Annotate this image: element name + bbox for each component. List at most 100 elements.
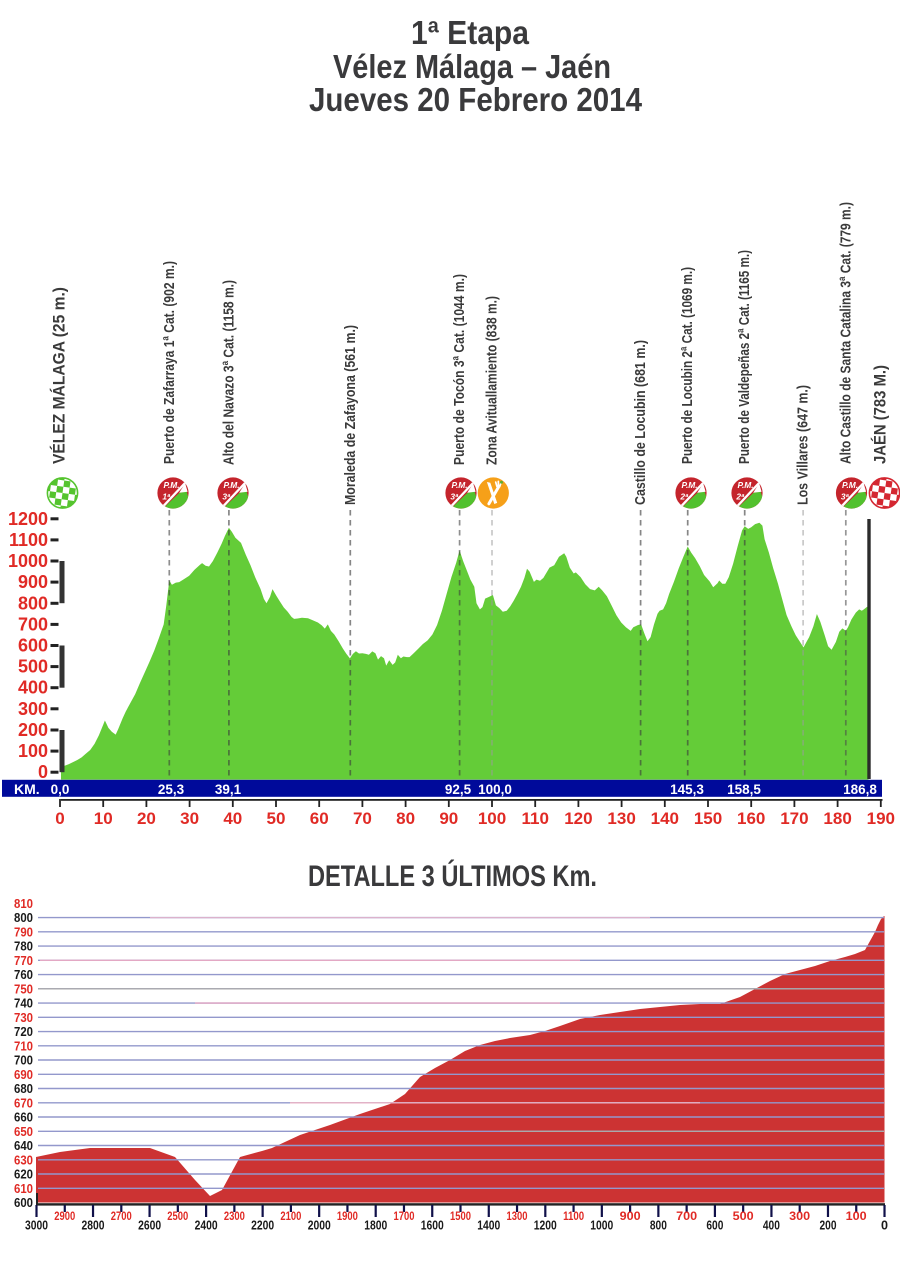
svg-text:740: 740: [14, 997, 33, 1011]
svg-text:100,0: 100,0: [478, 782, 512, 797]
svg-text:1600: 1600: [421, 1217, 444, 1232]
svg-text:2300: 2300: [224, 1211, 245, 1223]
svg-text:680: 680: [14, 1082, 33, 1096]
svg-text:39,1: 39,1: [215, 782, 242, 797]
svg-text:2800: 2800: [82, 1217, 105, 1232]
svg-text:300: 300: [18, 699, 48, 719]
svg-text:140: 140: [651, 809, 679, 828]
svg-text:200: 200: [18, 720, 48, 740]
svg-text:KM.: KM.: [14, 781, 40, 797]
svg-text:92,5: 92,5: [445, 782, 472, 797]
svg-text:P.M.: P.M.: [737, 480, 753, 490]
svg-text:Castillo de Locubin (681 m.): Castillo de Locubin (681 m.): [632, 340, 649, 505]
svg-text:90: 90: [439, 809, 458, 828]
svg-text:810: 810: [14, 897, 33, 911]
svg-text:600: 600: [706, 1217, 723, 1232]
svg-text:180: 180: [823, 809, 851, 828]
svg-text:VÉLEZ MÁLAGA (25 m.): VÉLEZ MÁLAGA (25 m.): [50, 287, 69, 464]
svg-text:110: 110: [521, 809, 548, 828]
svg-text:3000: 3000: [25, 1217, 48, 1232]
svg-text:30: 30: [180, 809, 199, 828]
svg-text:DETALLE 3 ÚLTIMOS Km.: DETALLE 3 ÚLTIMOS Km.: [308, 859, 597, 893]
svg-text:710: 710: [14, 1039, 33, 1053]
svg-text:Puerto de Zafarraya 1ª Cat. (9: Puerto de Zafarraya 1ª Cat. (902 m.): [161, 261, 178, 464]
svg-text:750: 750: [14, 982, 33, 996]
svg-text:1200: 1200: [8, 509, 48, 529]
svg-text:0: 0: [38, 762, 48, 782]
svg-text:2600: 2600: [138, 1217, 161, 1232]
svg-text:186,8: 186,8: [843, 782, 877, 797]
svg-text:1200: 1200: [534, 1217, 557, 1232]
svg-text:660: 660: [14, 1111, 33, 1125]
svg-text:500: 500: [733, 1211, 754, 1223]
svg-text:800: 800: [18, 593, 48, 613]
svg-text:3ª: 3ª: [222, 491, 231, 501]
svg-text:P.M.: P.M.: [681, 480, 697, 490]
svg-text:70: 70: [353, 809, 372, 828]
svg-text:760: 760: [14, 968, 33, 982]
svg-text:Alto Castillo de Santa Catalin: Alto Castillo de Santa Catalina 3ª Cat. …: [837, 202, 854, 464]
svg-text:1000: 1000: [8, 551, 48, 571]
svg-text:900: 900: [620, 1211, 641, 1223]
svg-text:790: 790: [14, 925, 33, 939]
svg-text:2200: 2200: [251, 1217, 274, 1232]
svg-text:0,0: 0,0: [51, 782, 70, 797]
svg-text:400: 400: [763, 1217, 780, 1232]
svg-text:Puerto de Tocón 3ª Cat. (1044: Puerto de Tocón 3ª Cat. (1044 m.): [451, 274, 468, 465]
svg-text:3ª: 3ª: [841, 491, 850, 501]
svg-text:770: 770: [14, 954, 33, 968]
svg-text:Vélez Málaga – Jaén: Vélez Málaga – Jaén: [333, 48, 611, 85]
svg-text:690: 690: [14, 1068, 33, 1082]
svg-text:300: 300: [789, 1211, 810, 1223]
svg-text:2100: 2100: [280, 1211, 301, 1223]
svg-text:2000: 2000: [308, 1217, 331, 1232]
svg-text:158,5: 158,5: [727, 782, 761, 797]
svg-text:1500: 1500: [450, 1211, 471, 1223]
svg-text:1300: 1300: [507, 1211, 528, 1223]
svg-text:720: 720: [14, 1025, 33, 1039]
svg-text:730: 730: [14, 1011, 33, 1025]
svg-text:200: 200: [820, 1217, 837, 1232]
svg-text:25,3: 25,3: [158, 782, 185, 797]
svg-text:2900: 2900: [54, 1211, 75, 1223]
svg-text:145,3: 145,3: [670, 782, 704, 797]
svg-text:800: 800: [14, 911, 33, 925]
svg-text:1700: 1700: [394, 1211, 415, 1223]
svg-text:620: 620: [14, 1168, 33, 1182]
svg-text:670: 670: [14, 1096, 33, 1110]
svg-text:630: 630: [14, 1153, 33, 1167]
svg-text:0: 0: [881, 1217, 888, 1232]
svg-text:60: 60: [310, 809, 329, 828]
svg-text:700: 700: [14, 1054, 33, 1068]
svg-text:50: 50: [267, 809, 286, 828]
svg-text:100: 100: [846, 1211, 867, 1223]
svg-text:600: 600: [14, 1196, 33, 1210]
svg-text:10: 10: [94, 809, 113, 828]
svg-text:700: 700: [18, 614, 48, 634]
svg-text:500: 500: [18, 657, 48, 677]
svg-text:2500: 2500: [167, 1211, 188, 1223]
svg-text:160: 160: [737, 809, 765, 828]
svg-text:1ª: 1ª: [162, 491, 171, 501]
svg-text:JAÉN (783 M.): JAÉN (783 M.): [871, 365, 890, 464]
svg-text:100: 100: [478, 809, 506, 828]
svg-text:800: 800: [650, 1217, 667, 1232]
svg-text:780: 780: [14, 940, 33, 954]
svg-text:P.M.: P.M.: [842, 480, 858, 490]
svg-text:610: 610: [14, 1182, 33, 1196]
svg-text:640: 640: [14, 1139, 33, 1153]
svg-text:1900: 1900: [337, 1211, 358, 1223]
svg-text:40: 40: [223, 809, 242, 828]
svg-text:700: 700: [676, 1211, 697, 1223]
svg-text:1100: 1100: [563, 1211, 584, 1223]
svg-text:Puerto de Valdepeñas 2ª Cat. (: Puerto de Valdepeñas 2ª Cat. (1165 m.): [736, 250, 753, 464]
svg-text:1100: 1100: [9, 530, 48, 550]
svg-text:400: 400: [18, 678, 48, 698]
svg-text:2700: 2700: [111, 1211, 132, 1223]
svg-text:P.M.: P.M.: [451, 480, 467, 490]
svg-text:170: 170: [780, 809, 808, 828]
svg-text:0: 0: [55, 809, 64, 828]
svg-text:P.M.: P.M.: [163, 480, 179, 490]
svg-text:130: 130: [607, 809, 635, 828]
svg-text:100: 100: [18, 741, 48, 761]
